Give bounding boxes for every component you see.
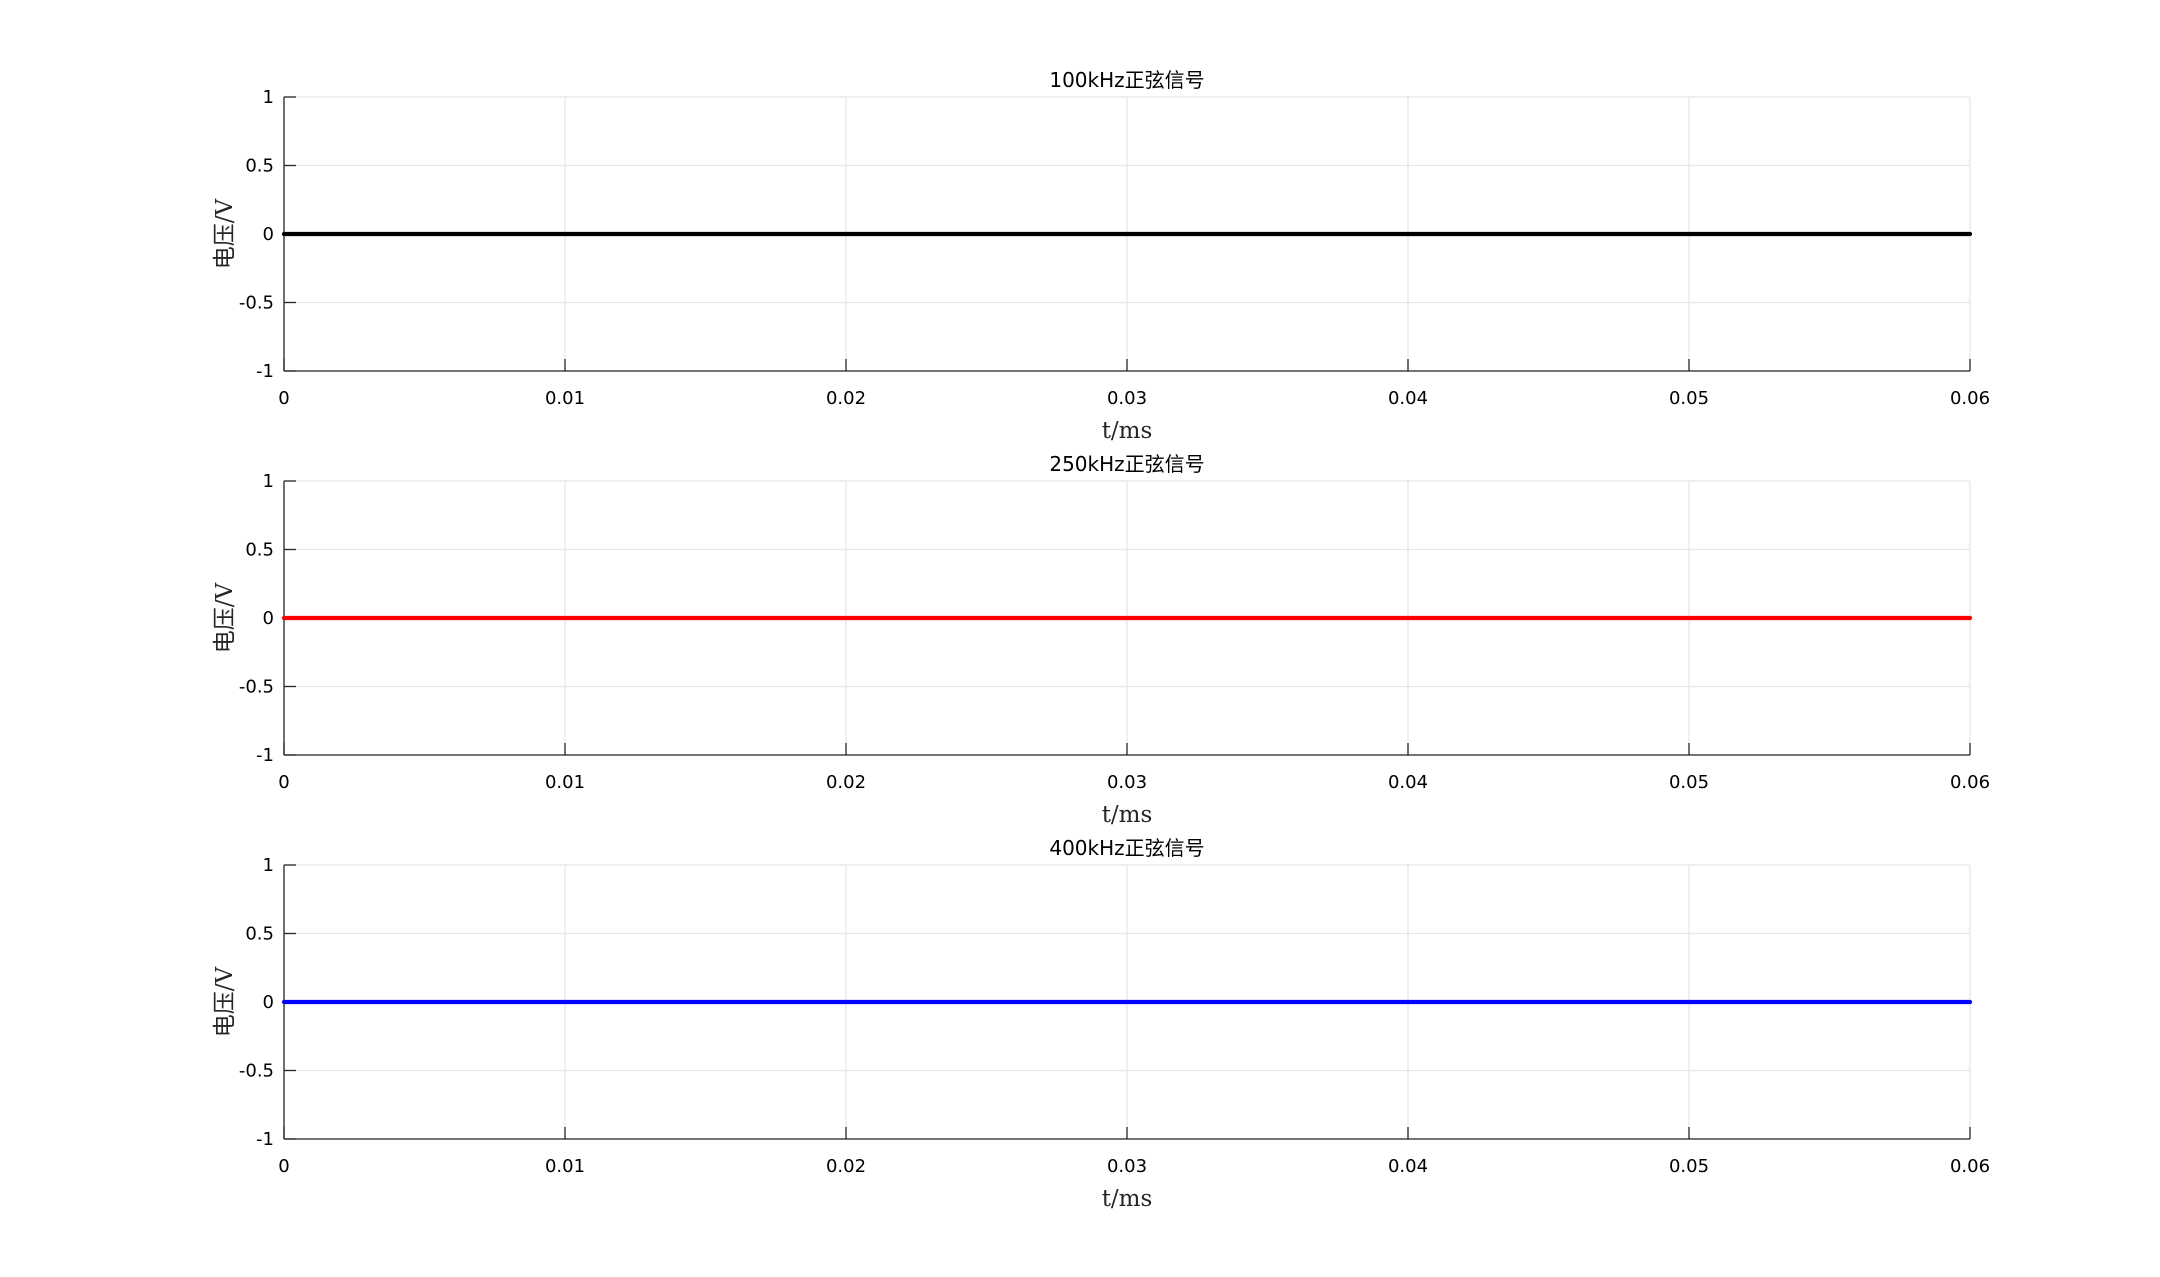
x-tick-label: 0.05 <box>1669 1156 1709 1177</box>
y-tick-label: 0 <box>263 608 274 629</box>
y-tick-label: 0 <box>263 224 274 245</box>
y-tick-label: 0 <box>263 992 274 1013</box>
x-tick-label: 0.04 <box>1388 772 1428 793</box>
x-tick-label: 0.03 <box>1107 1156 1147 1177</box>
y-tick-label: 0.5 <box>245 924 274 945</box>
x-tick-label: 0.01 <box>545 1156 585 1177</box>
x-tick-label: 0.05 <box>1669 388 1709 409</box>
y-tick-label: 0.5 <box>245 156 274 177</box>
y-axis-label: 电压/V <box>212 966 238 1037</box>
y-tick-label: 1 <box>263 855 274 876</box>
x-tick-label: 0 <box>278 1156 289 1177</box>
y-tick-label: -0.5 <box>239 1061 274 1082</box>
x-tick-label: 0.02 <box>826 388 866 409</box>
x-tick-label: 0.06 <box>1950 772 1990 793</box>
chart-title: 100kHz正弦信号 <box>1049 68 1204 92</box>
chart-panel-2: 0 0.01 0.02 0.03 0.04 0.05 0.06 -1 -0.5 0 0.5 1 250k… <box>212 452 1990 828</box>
x-tick-label: 0.06 <box>1950 388 1990 409</box>
y-tick-label: -0.5 <box>239 677 274 698</box>
x-tick-label: 0.01 <box>545 772 585 793</box>
y-tick-label: -1 <box>256 361 274 382</box>
y-tick-label: -1 <box>256 745 274 766</box>
y-tick-label: 1 <box>263 471 274 492</box>
chart-panel-3: 0 0.01 0.02 0.03 0.04 0.05 0.06 -1 -0.5 0 0.5 1 400k… <box>212 836 1990 1212</box>
y-tick-label: -0.5 <box>239 293 274 314</box>
x-axis-label: t/ms <box>1102 802 1153 828</box>
x-tick-label: 0.01 <box>545 388 585 409</box>
x-tick-label: 0 <box>278 388 289 409</box>
y-tick-label: 1 <box>263 87 274 108</box>
chart-title: 250kHz正弦信号 <box>1049 452 1204 476</box>
x-tick-label: 0.04 <box>1388 388 1428 409</box>
chart-panel-1: 0 0.01 0.02 0.03 0.04 0.05 0.06 -1 -0.5 0 0.5 1 100k… <box>212 68 1990 444</box>
x-tick-label: 0.02 <box>826 1156 866 1177</box>
x-tick-label: 0.05 <box>1669 772 1709 793</box>
x-tick-label: 0.03 <box>1107 388 1147 409</box>
x-axis-label: t/ms <box>1102 1186 1153 1212</box>
x-tick-label: 0.04 <box>1388 1156 1428 1177</box>
y-axis-label: 电压/V <box>212 198 238 269</box>
x-tick-label: 0.06 <box>1950 1156 1990 1177</box>
chart-title: 400kHz正弦信号 <box>1049 836 1204 860</box>
y-tick-label: -1 <box>256 1129 274 1150</box>
y-axis-label: 电压/V <box>212 582 238 653</box>
x-tick-label: 0.03 <box>1107 772 1147 793</box>
y-tick-label: 0.5 <box>245 540 274 561</box>
x-tick-label: 0.02 <box>826 772 866 793</box>
x-tick-label: 0 <box>278 772 289 793</box>
x-axis-label: t/ms <box>1102 418 1153 444</box>
